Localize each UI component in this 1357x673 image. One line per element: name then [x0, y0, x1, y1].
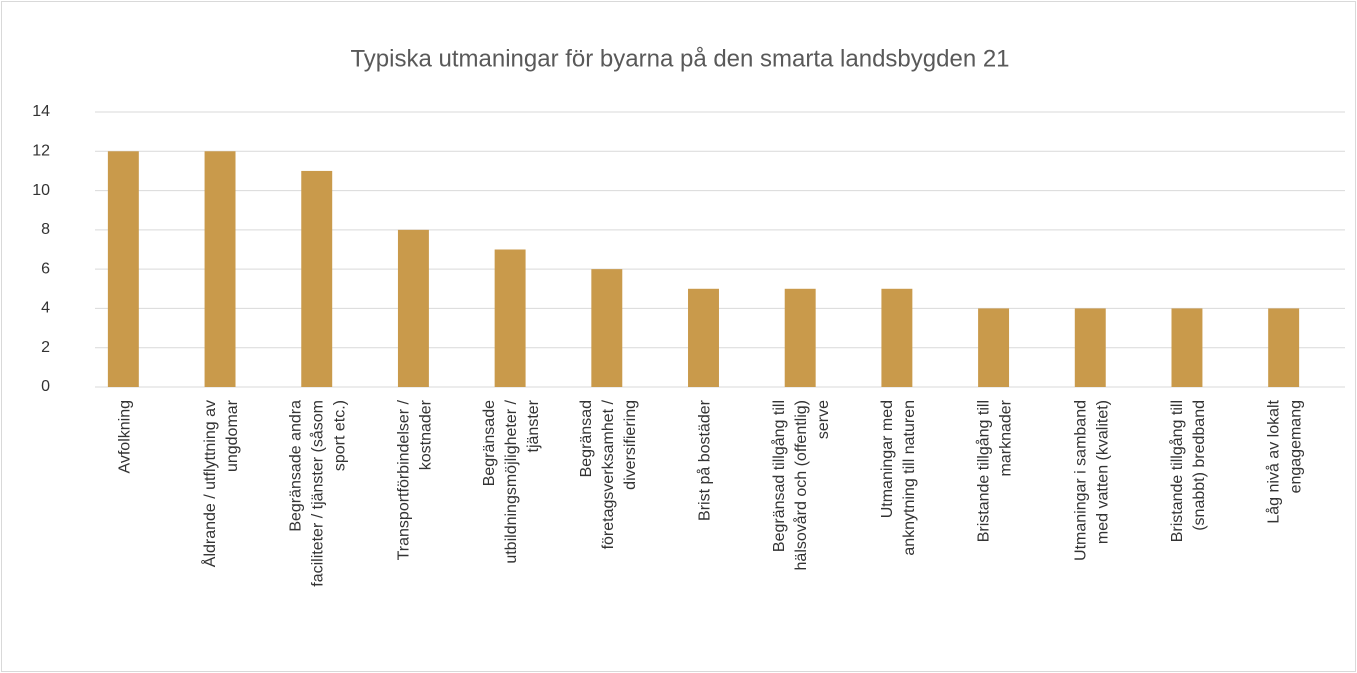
- chart-title: Typiska utmaningar för byarna på den sma…: [350, 45, 1009, 72]
- bar: [978, 308, 1010, 387]
- y-tick-label: 14: [32, 103, 50, 120]
- y-tick-label: 6: [41, 260, 50, 277]
- x-tick-label: Begränsade utbildningsmöjligheter / tjänst…: [481, 399, 542, 563]
- bar: [204, 151, 236, 387]
- bar: [1171, 308, 1203, 387]
- bar: [881, 288, 913, 387]
- x-tick-label: Begränsad företagsverksamhet / diversifier…: [578, 399, 639, 549]
- y-tick-label: 0: [41, 378, 50, 395]
- bar: [107, 151, 139, 387]
- y-tick-label: 10: [32, 182, 50, 199]
- x-tick-label: Bristande tillgång till marknader: [975, 399, 1015, 542]
- y-tick-label: 8: [41, 221, 50, 238]
- y-tick-label: 4: [41, 300, 50, 317]
- x-tick-label: Åldrande / utflyttning av ungdomar: [200, 399, 241, 567]
- y-tick-label: 12: [32, 143, 50, 160]
- bar: [301, 170, 333, 387]
- x-tick-label: Begränsade andra faciliteter / tjänster (…: [288, 400, 349, 587]
- x-tick-label: Avfolkning: [116, 400, 133, 474]
- x-tick-label: Utmaningar i samband med vatten (kvalitet…: [1072, 400, 1111, 561]
- x-tick-label: Begränsad tillgång till hälsovård och (of…: [770, 400, 832, 571]
- x-tick-label: Transportförbindelser / kostnader: [395, 399, 434, 560]
- y-tick-label: 2: [41, 339, 50, 356]
- bar: [1268, 308, 1300, 387]
- bar: [494, 249, 526, 387]
- bar: [397, 229, 429, 387]
- bar: [688, 288, 719, 387]
- bar: [784, 288, 816, 387]
- bar: [1074, 308, 1106, 387]
- x-tick-label: Bristande tillgång till (snabbt) bredband: [1168, 400, 1208, 542]
- x-tick-label: Brist på bostäder: [696, 399, 714, 521]
- bar: [591, 269, 623, 387]
- x-tick-label: Utmaningar med anknytning till naturen: [879, 400, 918, 556]
- x-tick-label: Låg nivå av lokalt engagemang: [1265, 399, 1305, 523]
